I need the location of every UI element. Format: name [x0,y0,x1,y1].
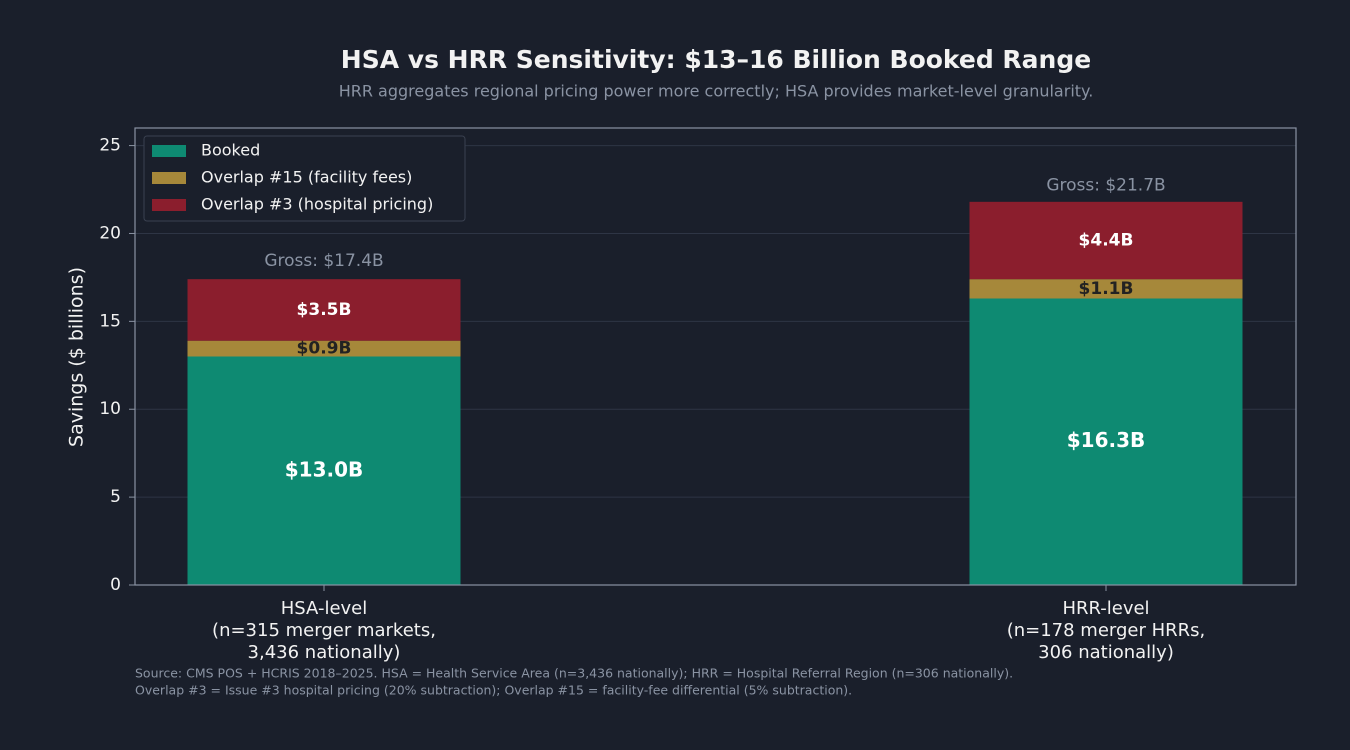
x-tick-label-line: (n=178 merger HRRs, [1007,620,1206,641]
chart-title: HSA vs HRR Sensitivity: $13–16 Billion B… [341,45,1091,74]
note: Overlap #3 = Issue #3 hospital pricing (… [135,683,852,698]
value-label: $3.5B [297,300,352,320]
total-label: Gross: $21.7B [1046,176,1165,196]
value-label: $0.9B [297,339,352,359]
y-tick-label: 25 [99,136,121,156]
plot-frame [134,127,1297,586]
note: Source: CMS POS + HCRIS 2018–2025. HSA =… [135,666,1013,681]
bar-segment [187,279,461,341]
x-tick-label-line: HSA-level [281,598,368,619]
legend-swatch [152,199,186,211]
value-label: $4.4B [1079,230,1134,250]
x-tick-label-line: 306 nationally) [1038,642,1174,663]
legend-label: Booked [201,141,260,160]
x-tick-label: HRR-level (n=178 merger HRRs, 306 national… [1007,598,1206,663]
y-tick-label: 20 [99,223,121,243]
y-axis-label: Savings ($ billions) [66,267,88,447]
value-label: $1.1B [1079,279,1134,299]
x-tick-label-line: HRR-level [1062,598,1149,619]
y-tick-label: 15 [99,311,121,331]
legend-swatch [152,145,186,157]
bar-segment [187,340,461,357]
value-label: $13.0B [285,457,364,481]
x-tick-label-line: (n=315 merger markets, [212,620,436,641]
y-tick-label: 10 [99,399,121,419]
legend-box [143,135,466,222]
bar-segment [969,279,1243,299]
legend-label: Overlap #3 (hospital pricing) [201,195,433,214]
value-label: $16.3B [1067,428,1146,452]
total-label: Gross: $17.4B [264,251,383,271]
x-tick-label-line: 3,436 nationally) [248,642,401,663]
chart-subtitle: HRR aggregates regional pricing power mo… [339,82,1094,101]
legend-swatch [152,172,186,184]
y-tick-label: 5 [110,487,121,507]
x-tick-label: HSA-level (n=315 merger markets, 3,436 nat… [212,598,436,663]
y-tick-label: 0 [110,575,121,595]
legend-label: Overlap #15 (facility fees) [201,168,412,187]
bar-segment [969,201,1243,280]
bar-segment [969,298,1243,585]
bar-segment [187,356,461,585]
